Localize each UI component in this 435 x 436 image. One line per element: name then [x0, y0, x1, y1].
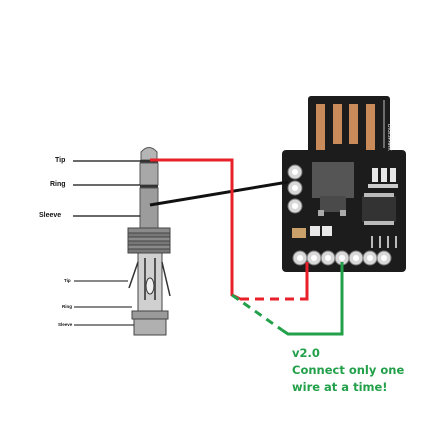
tip-small-label: Tip: [64, 278, 71, 283]
tip-label: Tip: [55, 157, 66, 164]
red-wire-rise: [304, 262, 309, 301]
note-line-2: wire at a time!: [292, 380, 388, 394]
audio-plug: [127, 147, 171, 336]
sleeve-small-label: Sleeve: [58, 322, 73, 327]
green-wire-dashed: [231, 293, 283, 332]
board-silkscreen: DIGISPARK: [386, 124, 392, 152]
note-line-1: Connect only one: [292, 363, 405, 377]
black-wire: [149, 180, 289, 207]
ring-label: Ring: [50, 181, 66, 188]
digispark-board: [282, 96, 406, 272]
sleeve-label: Sleeve: [39, 212, 62, 219]
green-wire: [281, 262, 344, 336]
ring-small-label: Ring: [62, 304, 72, 309]
note-version: v2.0: [292, 346, 320, 360]
